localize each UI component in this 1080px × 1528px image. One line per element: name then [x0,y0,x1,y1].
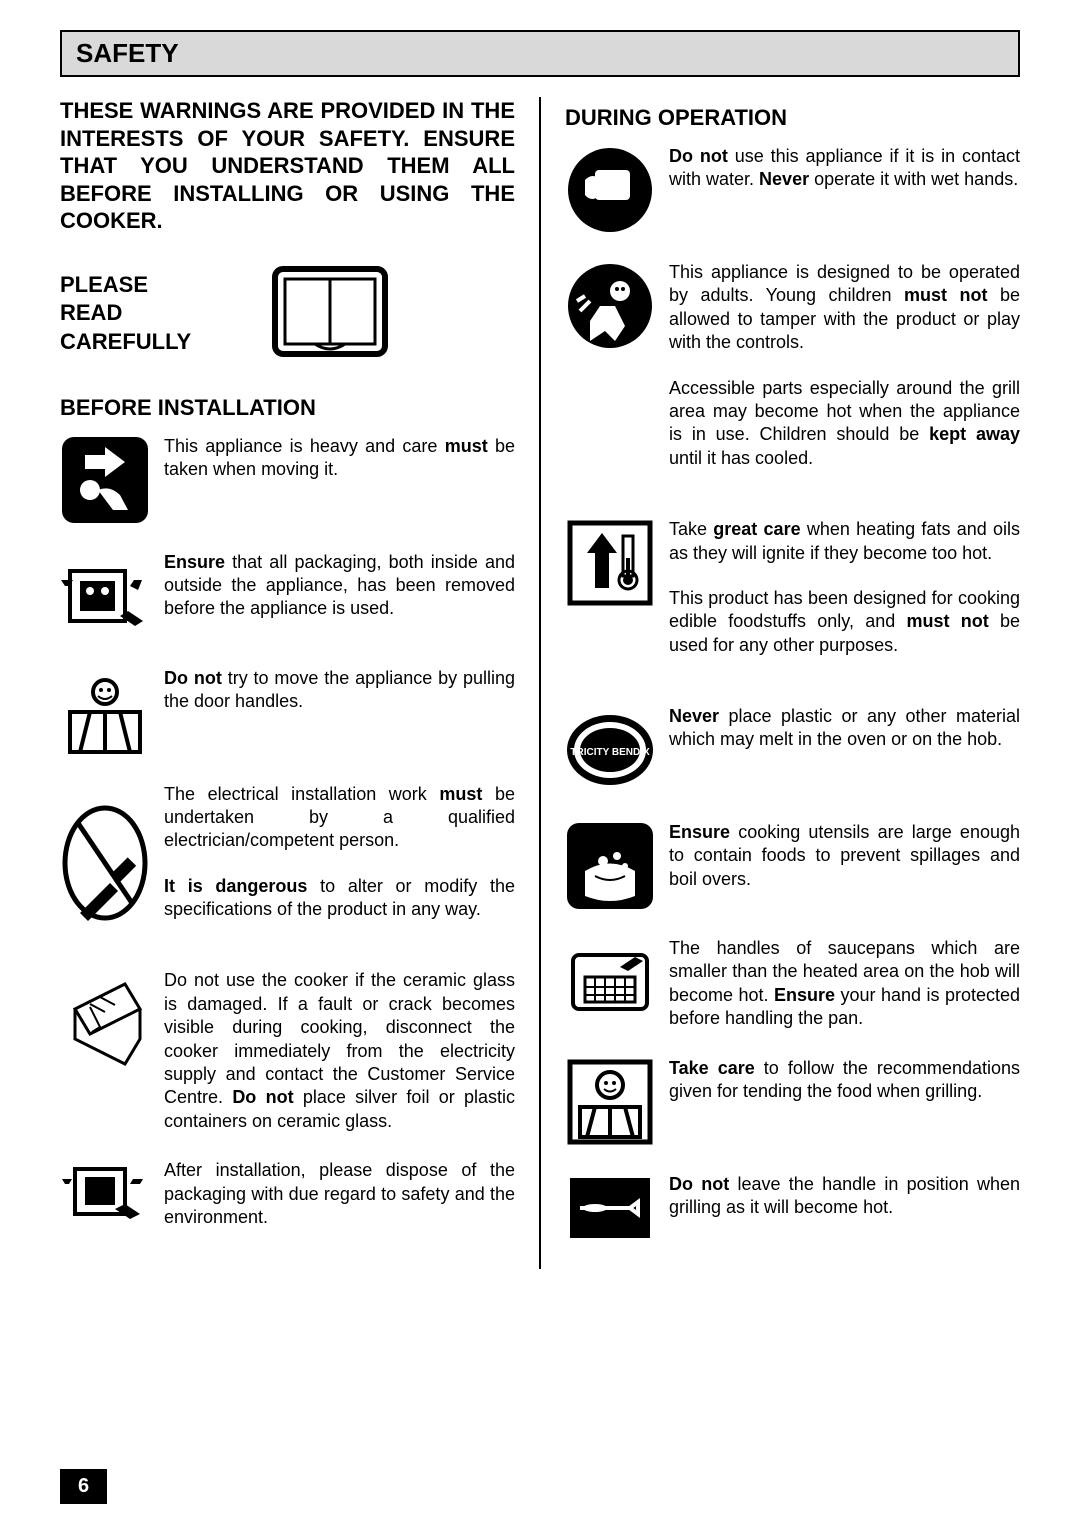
utensils-text: Ensure cooking utensils are large enough… [669,821,1020,891]
before-install-heading: BEFORE INSTALLATION [60,395,515,421]
please-line3: CAREFULLY [60,329,191,354]
intro-text: THESE WARNINGS ARE PROVIDED IN THE INTER… [60,97,515,235]
t: must not [904,285,987,305]
page-number: 6 [60,1469,107,1504]
item-handles: The handles of saucepans which are small… [565,937,1020,1031]
t: must [445,436,488,456]
item-utensils: Ensure cooking utensils are large enough… [565,821,1020,911]
accessible-text: Accessible parts especially around the g… [669,377,1020,471]
adults-text: This appliance is designed to be operate… [669,261,1020,355]
heavy-icon [60,435,150,525]
t: Do not [232,1087,293,1107]
columns: THESE WARNINGS ARE PROVIDED IN THE INTER… [60,97,1020,1269]
packaging-icon [60,551,150,641]
thermometer-icon [565,518,655,608]
item-electrical: The electrical installation work must be… [60,783,515,944]
handle-position-icon [565,1173,655,1243]
item-ceramic: Do not use the cooker if the ceramic gla… [60,969,515,1133]
water-text: Do not use this appliance if it is in co… [669,145,1020,192]
t: Ensure [669,822,730,842]
ceramic-icon [60,969,150,1089]
adults-stack: This appliance is designed to be operate… [669,261,1020,492]
item-dispose: After installation, please dispose of th… [60,1159,515,1229]
item-packaging: Ensure that all packaging, both inside a… [60,551,515,641]
screwdriver-icon [60,783,150,943]
t: great care [713,519,800,539]
t: Never [759,169,809,189]
packaging-text: Ensure that all packaging, both inside a… [164,551,515,621]
t: It is dangerous [164,876,307,896]
t: Take [669,519,713,539]
t: Do not [669,146,728,166]
item-handle-pos: Do not leave the handle in position when… [565,1173,1020,1243]
t: Do not [669,1174,729,1194]
column-divider [539,97,541,1269]
t: Never [669,706,719,726]
handles-text: The handles of saucepans which are small… [669,937,1020,1031]
edible-text: This product has been designed for cooki… [669,587,1020,657]
fats-text: Take great care when heating fats and oi… [669,518,1020,565]
grill-text: Take care to follow the recommendations … [669,1057,1020,1104]
child-icon [565,261,655,351]
safety-title: SAFETY [60,30,1020,77]
handle-pos-text: Do not leave the handle in position when… [669,1173,1020,1220]
please-text: PLEASE READ CAREFULLY [60,271,240,357]
plastic-text: Never place plastic or any other materia… [669,705,1020,752]
item-heavy: This appliance is heavy and care must be… [60,435,515,525]
item-water: ▿▿▿▿ Do not use this appliance if it is … [565,145,1020,235]
during-operation-heading: DURING OPERATION [565,105,1020,131]
t: operate it with wet hands. [809,169,1018,189]
item-grill: Take care to follow the recommendations … [565,1057,1020,1147]
dispose-icon [60,1159,150,1229]
t: until it has cooled. [669,448,813,468]
please-line2: READ [60,300,122,325]
grill-icon [565,1057,655,1147]
item-pull: Do not try to move the appliance by pull… [60,667,515,757]
electrical-text: The electrical installation work must be… [164,783,515,853]
logo-icon: TRICITY BENDIX [565,705,655,795]
t: Do not [164,668,222,688]
pull-text: Do not try to move the appliance by pull… [164,667,515,714]
dangerous-text: It is dangerous to alter or modify the s… [164,875,515,922]
wet-hands-icon: ▿▿▿▿ [565,145,655,235]
item-fats: Take great care when heating fats and oi… [565,518,1020,679]
item-plastic: TRICITY BENDIX Never place plastic or an… [565,705,1020,795]
pan-handle-icon [565,937,655,1027]
left-column: THESE WARNINGS ARE PROVIDED IN THE INTER… [60,97,515,1269]
book-icon [260,259,400,369]
t: kept away [929,424,1020,444]
item-adults: This appliance is designed to be operate… [565,261,1020,492]
ceramic-text: Do not use the cooker if the ceramic gla… [164,969,515,1133]
please-line1: PLEASE [60,272,148,297]
t: The electrical installation work [164,784,439,804]
svg-text:TRICITY BENDIX: TRICITY BENDIX [570,747,650,758]
right-column: DURING OPERATION ▿▿▿▿ Do not use this ap… [565,97,1020,1269]
t: Ensure [164,552,225,572]
t: This appliance is heavy and care [164,436,445,456]
t: must [439,784,482,804]
electrical-stack: The electrical installation work must be… [164,783,515,944]
heavy-text: This appliance is heavy and care must be… [164,435,515,482]
fats-stack: Take great care when heating fats and oi… [669,518,1020,679]
please-row: PLEASE READ CAREFULLY [60,259,515,369]
t: Ensure [774,985,835,1005]
pot-boil-icon [565,821,655,911]
svg-text:▿▿▿▿: ▿▿▿▿ [603,199,622,209]
t: place plastic or any other material whic… [669,706,1020,749]
pull-icon [60,667,150,757]
t: must not [906,611,988,631]
dispose-text: After installation, please dispose of th… [164,1159,515,1229]
t: Take care [669,1058,755,1078]
